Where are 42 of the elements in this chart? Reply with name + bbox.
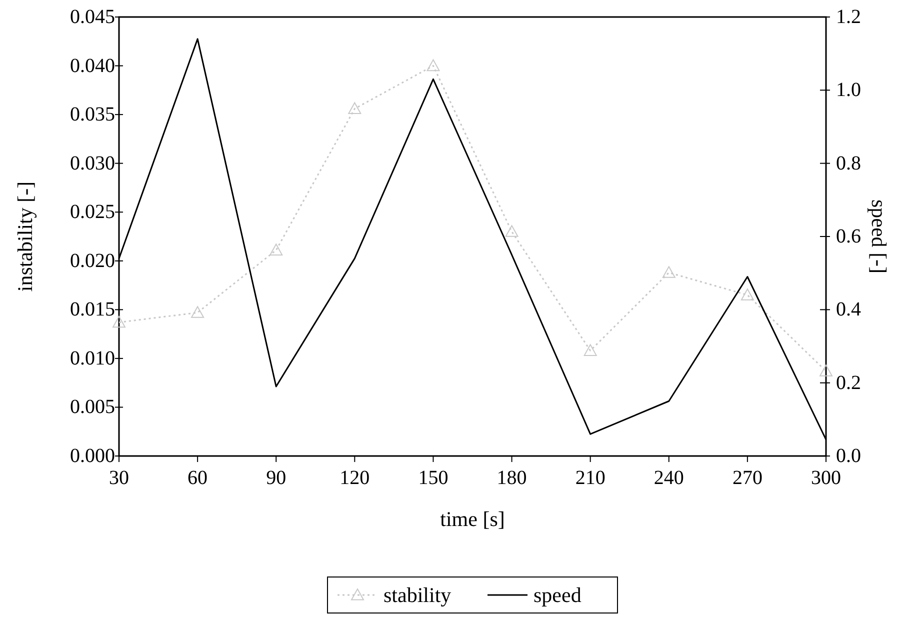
x-axis-title: time [s] (440, 507, 505, 531)
y-tick-label: 0.000 (70, 445, 115, 467)
y2-tick-label: 0.6 (836, 226, 861, 248)
point (820, 364, 832, 376)
x-tick-label: 30 (109, 467, 129, 489)
point (112, 316, 126, 328)
y-tick-label: 0.040 (70, 54, 115, 77)
y2-tick-label: 0.2 (836, 372, 861, 394)
y-axis-title: instability [-] (13, 181, 37, 292)
x-tick-label: 150 (418, 467, 448, 489)
y2-tick-label: 0.8 (836, 152, 861, 174)
y-tick-label: 0.030 (70, 152, 115, 174)
x-tick-label: 60 (188, 467, 208, 489)
y-tick-label: 0.035 (70, 104, 115, 126)
legend-label: stability (384, 583, 452, 607)
y-tick-label: 0.015 (70, 298, 115, 321)
x-tick-label: 270 (732, 467, 762, 489)
point (270, 244, 283, 256)
y2-tick-label: 1.2 (836, 6, 861, 28)
y-tick-label: 0.010 (70, 347, 115, 370)
legend-label: speed (534, 583, 582, 607)
y2-tick-label: 1.0 (836, 79, 861, 102)
point (426, 59, 440, 72)
y-tick-label: 0.045 (70, 6, 115, 28)
x-tick-label: 90 (266, 467, 286, 489)
x-tick-label: 240 (654, 467, 684, 489)
y-tick-label: 0.020 (70, 250, 115, 272)
y2-axis-title: speed [-] (867, 199, 891, 274)
point (348, 102, 362, 114)
y2-tick-label: 0.4 (836, 298, 861, 321)
point (584, 344, 597, 356)
point (740, 288, 754, 300)
y-tick-label: 0.025 (70, 201, 115, 224)
point (505, 225, 518, 237)
x-tick-label: 300 (811, 467, 841, 489)
point (662, 266, 676, 278)
x-tick-label: 180 (496, 467, 527, 489)
x-tick-label: 210 (575, 467, 606, 489)
y-tick-label: 0.005 (70, 396, 115, 418)
point (191, 306, 204, 318)
x-tick-label: 120 (340, 467, 370, 489)
y2-tick-label: 0.0 (836, 445, 861, 467)
